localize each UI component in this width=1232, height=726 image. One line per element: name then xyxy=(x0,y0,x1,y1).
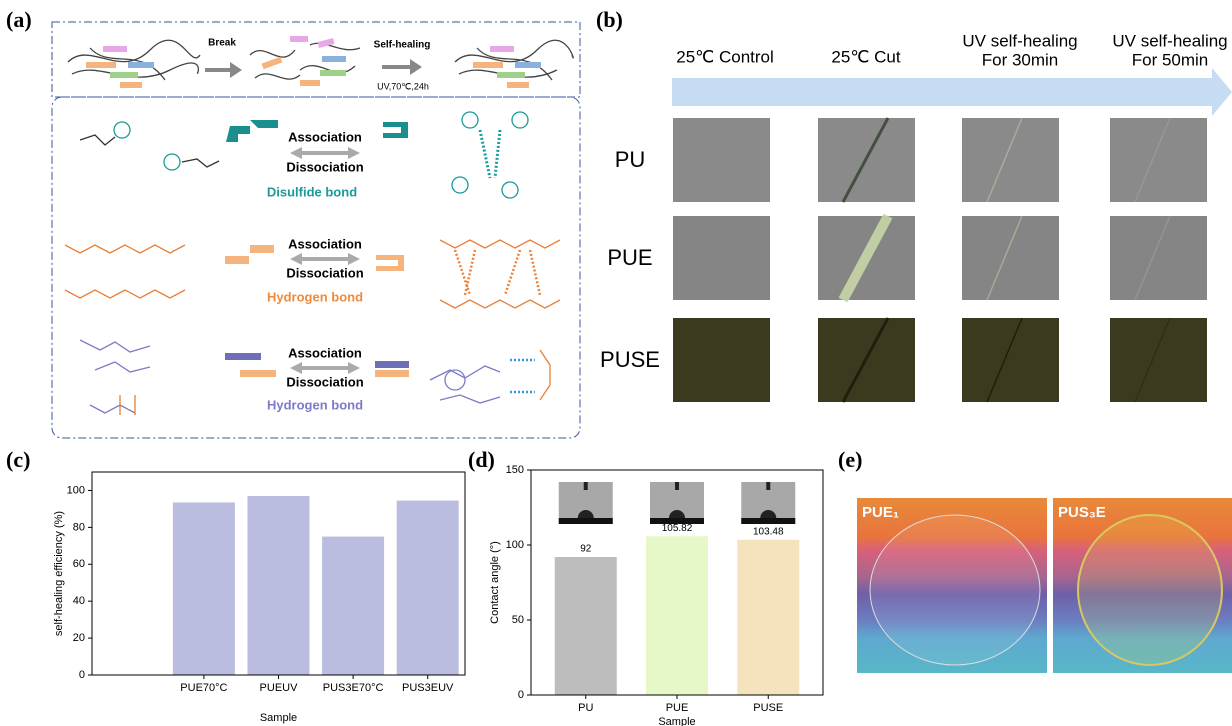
needle xyxy=(766,482,770,490)
y-tick-label: 60 xyxy=(73,558,85,570)
label: UV,70℃,24h xyxy=(377,81,429,91)
x-tick-label: PUSE xyxy=(753,702,783,714)
label: Association xyxy=(288,129,362,144)
x-tick-label: PUS3EUV xyxy=(402,682,454,694)
y-tick-label: 100 xyxy=(67,484,85,496)
y-tick-label: 0 xyxy=(79,669,85,681)
micrograph xyxy=(673,118,770,202)
panel-label: (a) xyxy=(6,7,32,32)
row-label: PU xyxy=(615,147,646,172)
y-tick-label: 80 xyxy=(73,521,85,533)
y-axis-title: Contact angle (°) xyxy=(489,541,501,624)
inset-substrate xyxy=(559,518,613,524)
column-header: 25℃ Cut xyxy=(831,47,900,66)
x-axis-title: Sample xyxy=(658,716,695,726)
bar xyxy=(248,496,310,675)
column-header: 25℃ Control xyxy=(676,47,774,66)
label: Dissociation xyxy=(286,265,363,280)
panel-label: (c) xyxy=(6,447,30,472)
bar xyxy=(737,540,799,695)
bond-name: Hydrogen bond xyxy=(267,397,363,412)
x-tick-label: PUE xyxy=(666,702,689,714)
bond-name: Hydrogen bond xyxy=(267,289,363,304)
label: Association xyxy=(288,345,362,360)
inset-substrate xyxy=(741,518,795,524)
inset-substrate xyxy=(650,518,704,524)
row-label: PUE xyxy=(607,245,652,270)
bar xyxy=(173,502,235,675)
schematic: Break Self-healing UV,70℃,24h Associatio… xyxy=(52,22,580,438)
time-arrow xyxy=(672,68,1232,116)
micrograph xyxy=(962,216,1059,300)
y-tick-label: 0 xyxy=(518,689,524,701)
bar xyxy=(555,557,617,695)
micrograph xyxy=(1110,118,1207,202)
bar xyxy=(322,537,384,675)
panel-label: (d) xyxy=(468,447,495,472)
arrow xyxy=(382,59,422,75)
photo-label: PUE₁ xyxy=(862,504,899,521)
label: Self-healing xyxy=(374,40,431,51)
column-header: UV self-healing xyxy=(1112,31,1227,50)
panel-label: (e) xyxy=(838,447,862,472)
micrographs xyxy=(672,68,1232,116)
y-axis-title: self-healing efficiency (%) xyxy=(53,511,65,636)
y-tick-label: 100 xyxy=(506,539,524,551)
film xyxy=(1078,515,1222,665)
arrow xyxy=(205,62,242,78)
figure: (a) (b) (c) (d) (e) Break Self-healing U… xyxy=(0,0,1232,726)
x-tick-label: PU xyxy=(578,702,593,714)
bar xyxy=(397,501,459,675)
page: (a) (b) (c) (d) (e) Break Self-healing U… xyxy=(0,0,1232,726)
micrograph xyxy=(1110,216,1207,300)
micrograph xyxy=(673,318,770,402)
film xyxy=(870,515,1040,665)
photo-label: PUS₃E xyxy=(1058,504,1106,521)
label: Dissociation xyxy=(286,374,363,389)
y-tick-label: 40 xyxy=(73,595,85,607)
y-tick-label: 20 xyxy=(73,632,85,644)
needle xyxy=(675,482,679,490)
needle xyxy=(584,482,588,490)
row-label: PUSE xyxy=(600,347,660,372)
x-axis-title: Sample xyxy=(260,712,297,724)
micrograph xyxy=(962,318,1059,402)
exchange-arrows xyxy=(290,147,360,374)
label: Association xyxy=(288,236,362,251)
data-label: 92 xyxy=(580,544,592,555)
panel-label: (b) xyxy=(596,7,623,32)
data-label: 103.48 xyxy=(753,526,784,537)
micrograph xyxy=(962,118,1059,202)
bar xyxy=(646,536,708,695)
bond-name: Disulfide bond xyxy=(267,184,357,199)
column-header: UV self-healing xyxy=(962,31,1077,50)
label: Dissociation xyxy=(286,159,363,174)
label: Break xyxy=(208,38,236,49)
data-label: 105.82 xyxy=(662,523,693,534)
x-tick-label: PUS3E70°C xyxy=(323,682,384,694)
x-tick-label: PUE70°C xyxy=(180,682,227,694)
column-header: For 30min xyxy=(982,50,1059,69)
y-tick-label: 150 xyxy=(506,464,524,476)
photos: PUE₁ PUS₃E xyxy=(857,498,1232,673)
micrograph xyxy=(673,216,770,300)
column-header: For 50min xyxy=(1132,50,1209,69)
x-tick-label: PUEUV xyxy=(260,682,299,694)
y-tick-label: 50 xyxy=(512,614,524,626)
micrograph xyxy=(1110,318,1207,402)
